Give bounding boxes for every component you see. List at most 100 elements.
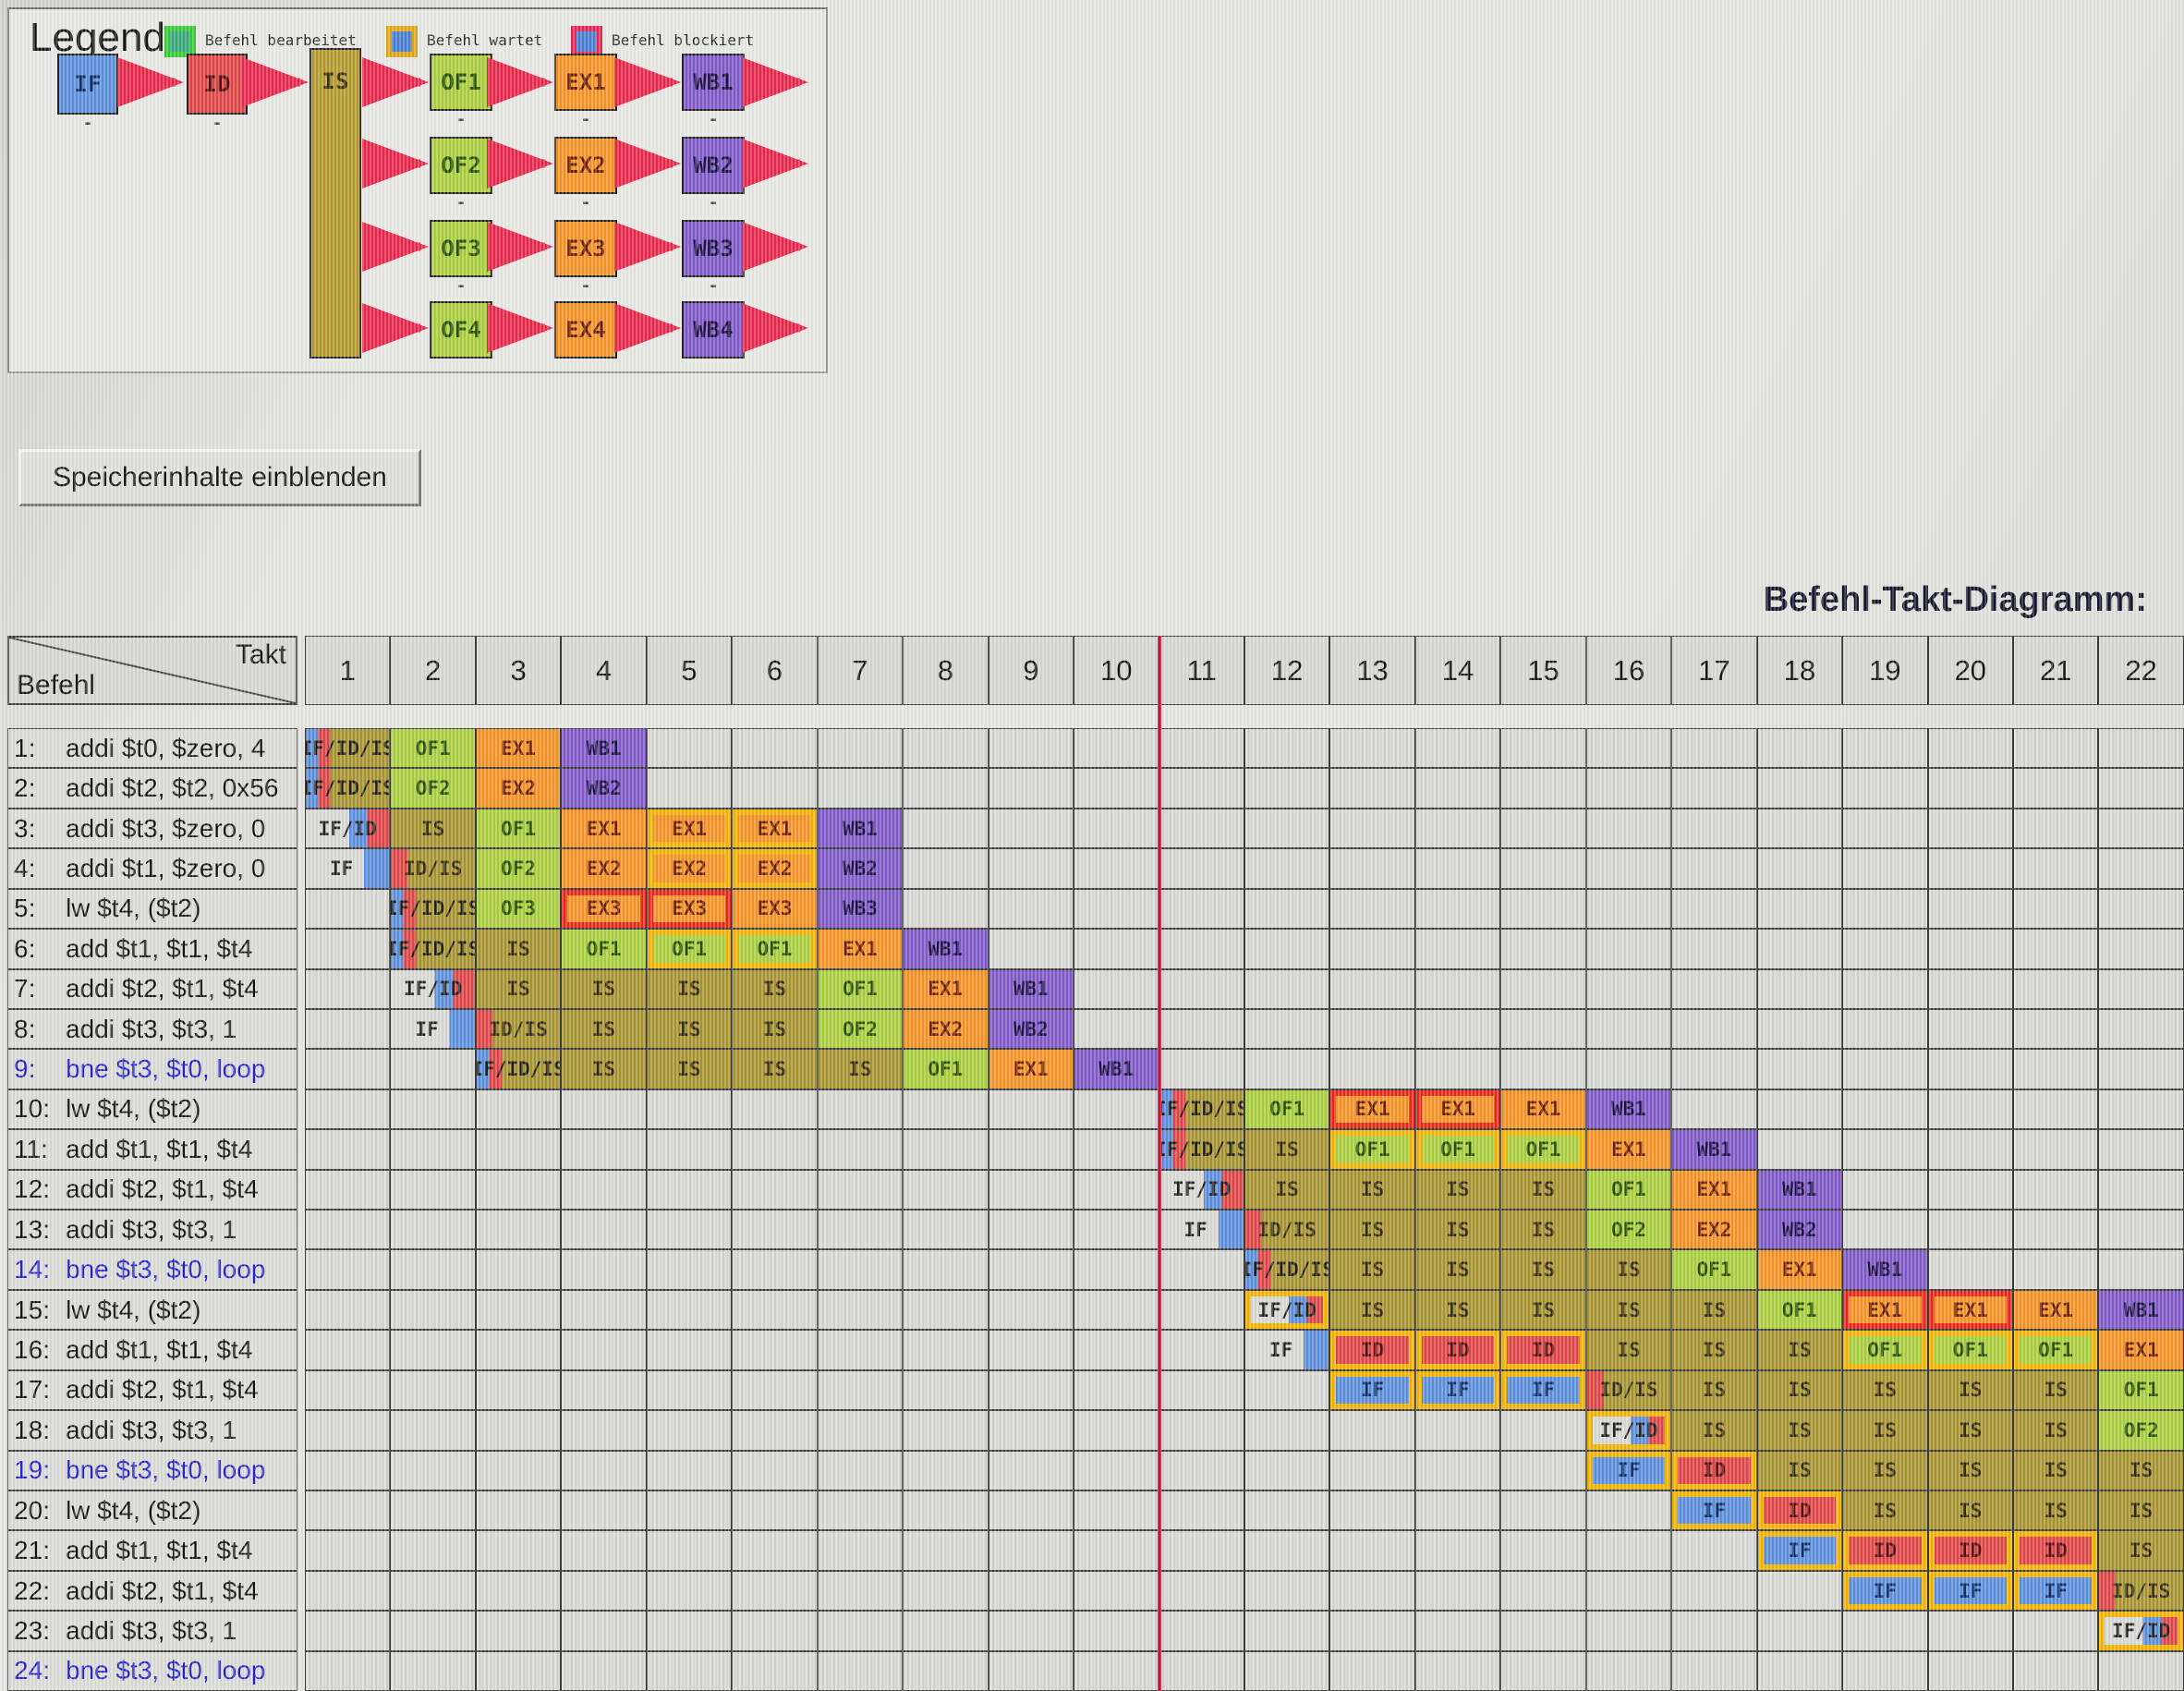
instruction-label-24: 24: bne $t3, $t0, loop — [7, 1650, 297, 1691]
empty-cell-r22-c12 — [1244, 1570, 1330, 1612]
empty-cell-r10-c5 — [646, 1089, 733, 1130]
empty-cell-r23-c4 — [561, 1611, 647, 1651]
pipeline-cell-r5-c7: WB3 — [817, 888, 904, 930]
pipeline-cell-r15-c22: WB1 — [2098, 1289, 2184, 1331]
pipeline-cell-r17-c19: IS — [1842, 1369, 1928, 1411]
pipeline-cell-r23-c22: IF/ID — [2098, 1611, 2184, 1651]
empty-cell-r13-c5 — [646, 1210, 733, 1250]
instruction-label-23: 23: addi $t3, $t3, 1 — [7, 1611, 297, 1651]
empty-cell-r11-c4 — [561, 1129, 647, 1170]
cycle-header-5: 5 — [646, 636, 733, 705]
empty-cell-r4-c19 — [1842, 848, 1928, 889]
empty-cell-r6-c9 — [988, 929, 1074, 969]
empty-cell-r7-c1 — [305, 968, 391, 1009]
pipeline-cell-r11-c12: IS — [1244, 1129, 1330, 1170]
empty-cell-r18-c1 — [305, 1410, 391, 1451]
show-memory-button[interactable]: Speicherinhalte einblenden — [18, 449, 421, 506]
cycle-header-22: 22 — [2098, 636, 2184, 705]
empty-cell-r22-c6 — [732, 1570, 818, 1612]
empty-cell-r21-c17 — [1671, 1530, 1757, 1571]
empty-cell-r9-c22 — [2098, 1049, 2184, 1089]
pipeline-cell-r13-c14: IS — [1414, 1210, 1501, 1250]
empty-cell-r12-c2 — [390, 1169, 476, 1210]
empty-cell-r8-c22 — [2098, 1008, 2184, 1050]
empty-cell-r8-c15 — [1500, 1008, 1586, 1050]
empty-cell-r12-c19 — [1842, 1169, 1928, 1210]
empty-cell-r5-c18 — [1756, 888, 1843, 930]
empty-cell-r6-c14 — [1414, 929, 1501, 969]
cycle-header-14: 14 — [1414, 636, 1501, 705]
instruction-number: 6: — [14, 933, 36, 963]
empty-cell-r18-c4 — [561, 1410, 647, 1451]
empty-cell-r15-c1 — [305, 1289, 391, 1331]
empty-cell-r13-c3 — [475, 1210, 562, 1250]
empty-cell-r1-c12 — [1244, 728, 1330, 769]
instruction-label-1: 1: addi $t0, $zero, 4 — [7, 728, 297, 769]
pipeline-cell-r4-c5: EX2 — [646, 848, 733, 889]
empty-cell-r12-c9 — [988, 1169, 1074, 1210]
pipeline-cell-r21-c21: ID — [2013, 1530, 2099, 1571]
instruction-number: 1: — [14, 733, 36, 762]
empty-cell-r15-c5 — [646, 1289, 733, 1331]
instruction-label-21: 21: add $t1, $t1, $t4 — [7, 1530, 297, 1571]
empty-cell-r18-c14 — [1414, 1410, 1501, 1451]
instruction-label-4: 4: addi $t1, $zero, 0 — [7, 848, 297, 889]
pipeline-cell-r3-c4: EX1 — [561, 808, 647, 849]
pipeline-cell-r19-c22: IS — [2098, 1450, 2184, 1490]
empty-cell-r6-c1 — [305, 929, 391, 969]
pipeline-cell-r2-c2: OF2 — [390, 768, 476, 809]
empty-cell-r1-c9 — [988, 728, 1074, 769]
empty-cell-r14-c21 — [2013, 1249, 2099, 1290]
instruction-text: addi $t0, $zero, 4 — [66, 733, 266, 762]
empty-cell-r3-c22 — [2098, 808, 2184, 849]
empty-cell-r13-c8 — [903, 1210, 989, 1250]
empty-cell-r7-c11 — [1159, 968, 1244, 1009]
empty-cell-r4-c17 — [1671, 848, 1757, 889]
cycle-header-1: 1 — [305, 636, 391, 705]
empty-cell-r14-c3 — [475, 1249, 562, 1290]
instruction-label-11: 11: add $t1, $t1, $t4 — [7, 1129, 297, 1170]
empty-cell-r6-c11 — [1159, 929, 1244, 969]
pipeline-cell-r4-c3: OF2 — [475, 848, 562, 889]
pipeline-cell-r12-c13: IS — [1329, 1169, 1415, 1210]
instruction-number: 11: — [14, 1134, 48, 1163]
empty-cell-r3-c20 — [1927, 808, 2013, 849]
empty-cell-r14-c20 — [1927, 1249, 2013, 1290]
empty-cell-r21-c4 — [561, 1530, 647, 1571]
instruction-label-18: 18: addi $t3, $t3, 1 — [7, 1410, 297, 1451]
pipeline-cell-r17-c22: OF1 — [2098, 1369, 2184, 1411]
instruction-text: add $t1, $t1, $t4 — [66, 1134, 253, 1163]
pipeline-cell-r3-c1: IF/ID — [305, 808, 391, 849]
empty-cell-r20-c4 — [561, 1490, 647, 1531]
instruction-text: addi $t3, $t3, 1 — [66, 1615, 237, 1645]
legend-label-blocked: Befehl blockiert — [612, 31, 755, 49]
empty-cell-r19-c14 — [1414, 1450, 1501, 1490]
cycle-header-7: 7 — [817, 636, 904, 705]
empty-cell-r5-c13 — [1329, 888, 1415, 930]
cycle-header-8: 8 — [903, 636, 989, 705]
instruction-number: 7: — [14, 974, 36, 1004]
table-corner-header: Takt Befehl — [7, 636, 297, 705]
empty-cell-r3-c13 — [1329, 808, 1415, 849]
pipeline-cell-r4-c4: EX2 — [561, 848, 647, 889]
pipeline-cell-r8-c6: IS — [732, 1008, 818, 1050]
pipeline-cell-r15-c16: IS — [1585, 1289, 1672, 1331]
instruction-text: addi $t3, $t3, 1 — [66, 1014, 237, 1043]
empty-cell-r20-c15 — [1500, 1490, 1586, 1531]
empty-cell-r14-c8 — [903, 1249, 989, 1290]
empty-cell-r1-c21 — [2013, 728, 2099, 769]
empty-cell-r6-c17 — [1671, 929, 1757, 969]
instruction-text: addi $t2, $t1, $t4 — [66, 1375, 259, 1405]
empty-cell-r5-c17 — [1671, 888, 1757, 930]
instruction-number: 19: — [14, 1455, 50, 1485]
empty-cell-r18-c3 — [475, 1410, 562, 1451]
pipeline-cell-r16-c13: ID — [1329, 1330, 1415, 1370]
empty-cell-r22-c10 — [1074, 1570, 1159, 1612]
pipeline-cell-r16-c20: OF1 — [1927, 1330, 2013, 1370]
stage-box-ex1: EX1- — [554, 54, 617, 129]
empty-cell-r21-c14 — [1414, 1530, 1501, 1571]
pipeline-cell-r16-c18: IS — [1756, 1330, 1843, 1370]
empty-cell-r15-c6 — [732, 1289, 818, 1331]
pipeline-cell-r17-c14: IF — [1414, 1369, 1501, 1411]
empty-cell-r20-c7 — [817, 1490, 904, 1531]
